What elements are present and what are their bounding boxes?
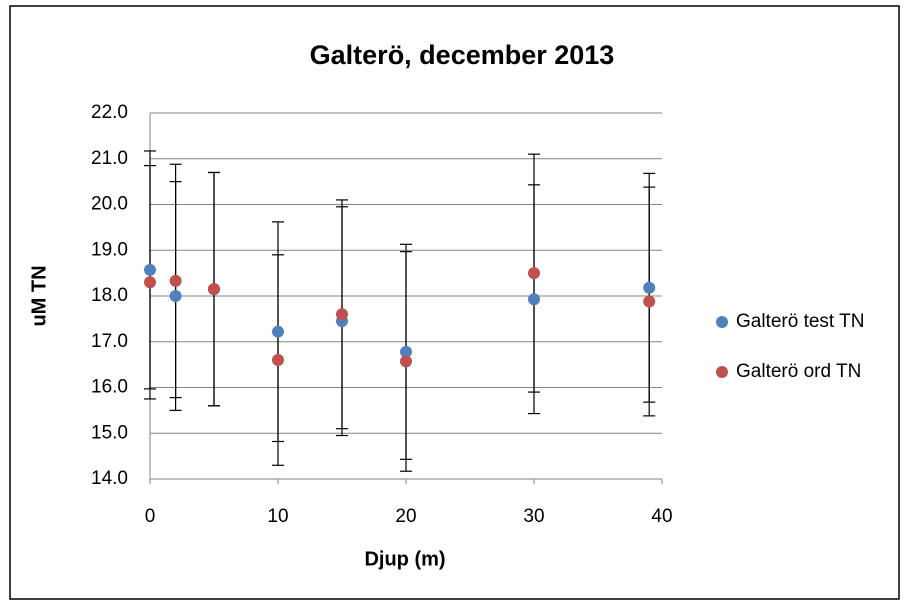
y-tick-label: 18.0 [91,285,128,306]
data-point [272,325,284,338]
y-tick-label: 17.0 [91,331,128,352]
data-point [400,355,412,368]
y-tick-label: 14.0 [91,468,128,489]
data-point [643,281,656,294]
data-point [169,290,182,302]
data-point [528,293,540,306]
y-tick-label: 20.0 [91,194,128,215]
legend-marker [716,366,728,378]
chart-title: Galterö, december 2013 [310,40,615,70]
y-tick-label: 21.0 [91,148,128,169]
data-point [144,276,156,289]
x-tick-label: 10 [267,506,288,527]
x-tick-label: 30 [523,506,544,527]
data-point [400,345,412,358]
legend-label: Galterö ord TN [736,361,861,382]
x-tick-label: 40 [651,506,672,527]
x-tick-label: 0 [145,506,156,527]
data-point [336,308,348,321]
legend-label: Galterö test TN [736,311,864,332]
x-tick-label: 20 [395,506,416,527]
chart-border [9,5,900,600]
data-point [208,283,220,296]
data-point [272,354,284,367]
data-point [528,267,540,280]
y-tick-label: 16.0 [91,377,128,398]
data-point [169,274,182,287]
data-point [144,263,156,276]
y-axis-title: uM TN [28,265,50,326]
data-point [643,295,656,308]
y-tick-label: 22.0 [91,102,128,123]
x-axis-title: Djup (m) [364,548,445,570]
legend-marker [716,316,728,328]
y-tick-label: 15.0 [91,422,128,443]
y-tick-label: 19.0 [91,239,128,260]
